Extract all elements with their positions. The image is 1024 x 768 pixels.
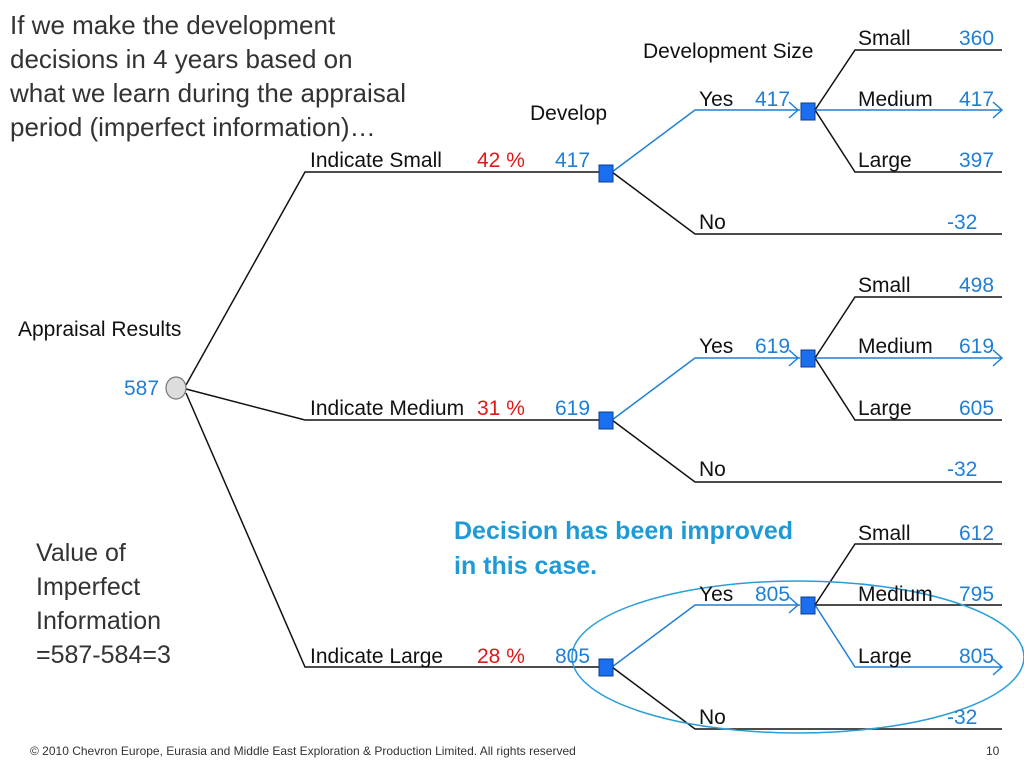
size-small-value: 612 bbox=[959, 522, 994, 545]
size-decision-node bbox=[800, 596, 816, 615]
develop-label: Develop bbox=[530, 102, 607, 125]
develop-decision-node bbox=[598, 411, 614, 430]
yes-label: Yes bbox=[699, 583, 733, 606]
indication-label: Indicate Large bbox=[310, 645, 443, 668]
probability-label: 31 % bbox=[477, 397, 525, 420]
subtree-indicate-small bbox=[598, 49, 1004, 235]
probability-label: 42 % bbox=[477, 149, 525, 172]
intro-text: If we make the development decisions in … bbox=[10, 10, 407, 142]
probability-label: 28 % bbox=[477, 645, 525, 668]
develop-decision-node bbox=[598, 658, 614, 677]
highlight-note: Decision has been improved in this case. bbox=[454, 517, 793, 580]
subtree-indicate-medium bbox=[598, 296, 1004, 483]
no-value: -32 bbox=[947, 706, 977, 729]
branch-value: 417 bbox=[555, 149, 590, 172]
page-number: 10 bbox=[986, 744, 1000, 758]
size-small-value: 360 bbox=[959, 27, 994, 50]
size-decision-node bbox=[800, 102, 816, 121]
no-label: No bbox=[699, 211, 726, 234]
voi-line: Information bbox=[36, 607, 162, 635]
size-small-label: Small bbox=[858, 274, 911, 297]
no-label: No bbox=[699, 458, 726, 481]
yes-value: 619 bbox=[755, 335, 790, 358]
appraisal-results-label: Appraisal Results bbox=[18, 318, 181, 341]
size-medium-label: Medium bbox=[858, 335, 933, 358]
size-large-label: Large bbox=[858, 397, 912, 420]
no-value: -32 bbox=[947, 211, 977, 234]
branch-line-small bbox=[185, 171, 605, 386]
footer-copyright: © 2010 Chevron Europe, Eurasia and Middl… bbox=[30, 744, 576, 758]
develop-decision-node bbox=[598, 164, 614, 183]
no-label: No bbox=[699, 706, 726, 729]
size-medium-value: 619 bbox=[959, 335, 994, 358]
size-small-label: Small bbox=[858, 522, 911, 545]
branch-line-large bbox=[185, 392, 605, 668]
value-of-information: Value of Imperfect Information =587-584=… bbox=[36, 536, 256, 672]
size-medium-label: Medium bbox=[858, 88, 933, 111]
indication-label: Indicate Small bbox=[310, 149, 442, 172]
yes-value: 417 bbox=[755, 88, 790, 111]
branch-line-medium bbox=[185, 388, 605, 421]
voi-line: Value of bbox=[36, 539, 126, 567]
voi-line: Imperfect bbox=[36, 573, 141, 601]
indication-label: Indicate Medium bbox=[310, 397, 464, 420]
subtree-indicate-large bbox=[598, 543, 1004, 730]
development-size-label: Development Size bbox=[643, 40, 813, 63]
size-medium-value: 795 bbox=[959, 583, 994, 606]
size-medium-label: Medium bbox=[858, 583, 933, 606]
size-large-value: 805 bbox=[959, 645, 994, 668]
no-value: -32 bbox=[947, 458, 977, 481]
branch-value: 619 bbox=[555, 397, 590, 420]
size-small-label: Small bbox=[858, 27, 911, 50]
highlight-ellipse bbox=[571, 580, 1024, 734]
branch-value: 805 bbox=[555, 645, 590, 668]
size-medium-value: 417 bbox=[959, 88, 994, 111]
yes-value: 805 bbox=[755, 583, 790, 606]
size-decision-node bbox=[800, 349, 816, 368]
voi-formula: =587-584=3 bbox=[36, 641, 171, 669]
size-large-value: 605 bbox=[959, 397, 994, 420]
size-small-value: 498 bbox=[959, 274, 994, 297]
size-large-label: Large bbox=[858, 149, 912, 172]
chance-node bbox=[165, 376, 187, 400]
size-large-label: Large bbox=[858, 645, 912, 668]
yes-label: Yes bbox=[699, 335, 733, 358]
root-value: 587 bbox=[124, 377, 159, 400]
yes-label: Yes bbox=[699, 88, 733, 111]
size-large-value: 397 bbox=[959, 149, 994, 172]
